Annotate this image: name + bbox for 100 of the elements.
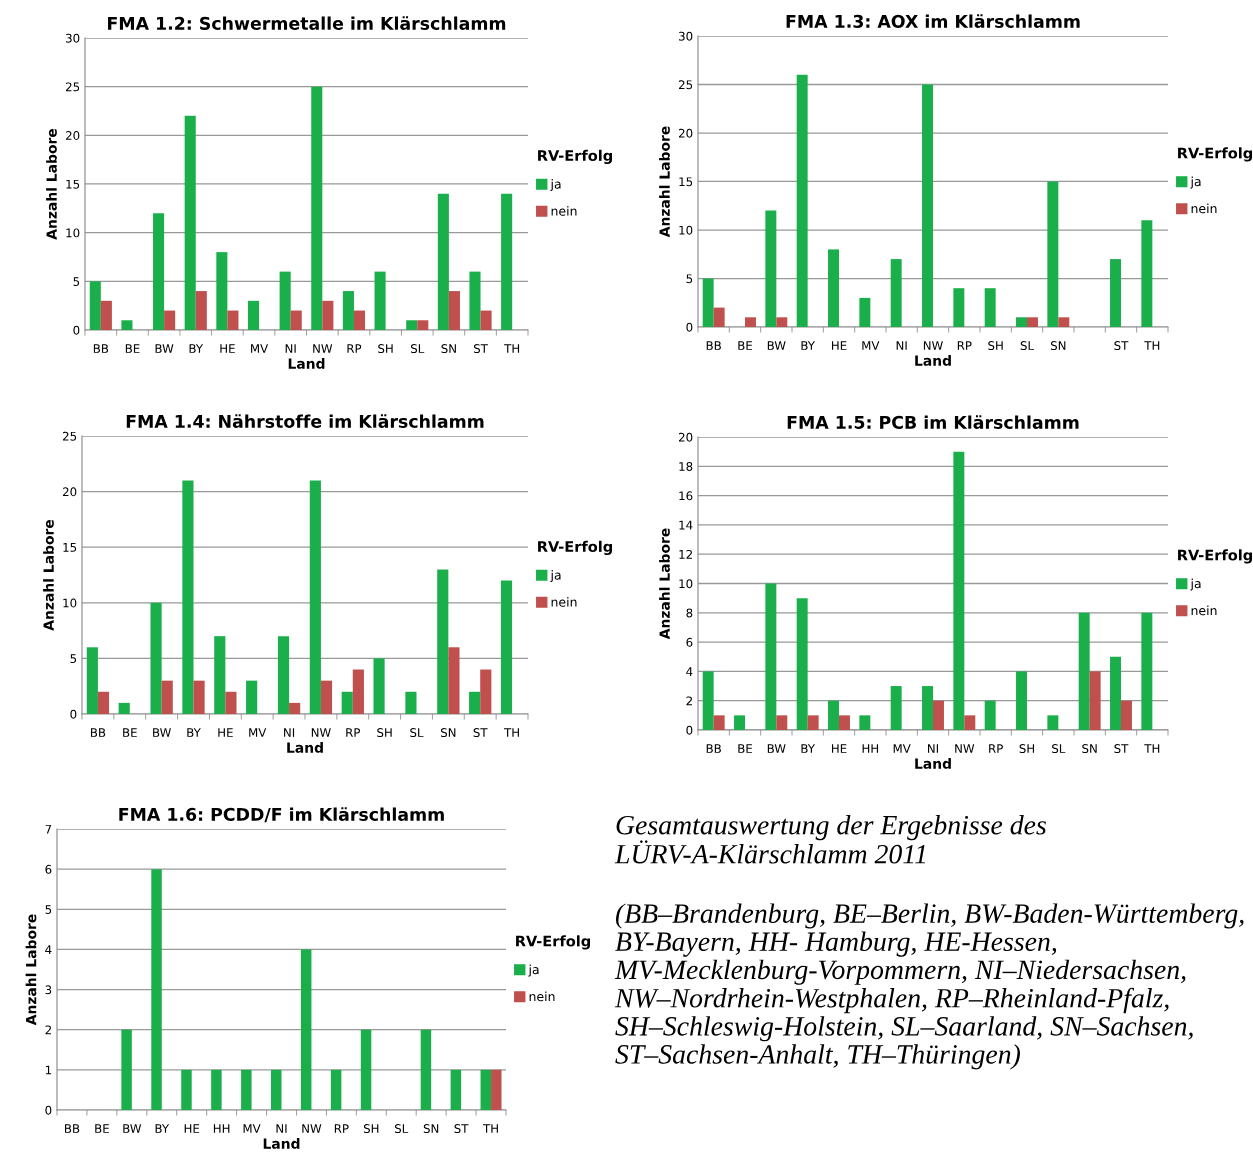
x-axis-title: Land [288, 358, 325, 369]
x-tick-label: NW [923, 341, 943, 350]
bar [100, 300, 112, 330]
bar [420, 1029, 432, 1110]
x-tick-label: NW [313, 344, 333, 353]
text: Gesamtauswertung der Ergebnisse des LÜRV-A-Klärschlamm 2011 [614, 815, 1046, 864]
x-tick-label: ST [1114, 744, 1129, 754]
bar [491, 1069, 502, 1110]
y-axis-title: Anzahl Labore [659, 528, 670, 640]
y-tick-label: 20 [678, 128, 693, 138]
x-tick-label: SN [1050, 341, 1066, 351]
y-axis-title: Anzahl Labore [46, 128, 57, 240]
y-tick-label: 6 [45, 864, 52, 874]
bar [227, 310, 239, 330]
x-tick-label: BY [801, 341, 816, 350]
bar [290, 310, 302, 330]
bar [241, 1069, 252, 1110]
x-tick-label: BW [767, 744, 786, 753]
x-tick-label: ST [454, 1124, 469, 1134]
x-tick-label: NW [955, 744, 975, 753]
x-tick-label: BW [155, 344, 174, 353]
legend-label: ja [528, 964, 539, 977]
bar [1141, 220, 1153, 327]
legend-title: RV-Erfolg [516, 935, 590, 950]
x-tick-label: SL [410, 728, 424, 738]
bar [121, 1029, 132, 1110]
y-tick-label: 25 [62, 431, 77, 441]
y-tick-label: 5 [45, 905, 52, 914]
x-tick-label: NI [928, 744, 938, 753]
bar [300, 949, 312, 1110]
bar [984, 288, 996, 327]
bar [1016, 317, 1027, 327]
bar [1047, 715, 1059, 730]
bar [745, 317, 756, 327]
x-tick-label: HE [218, 728, 233, 737]
y-tick-label: 2 [45, 1025, 51, 1035]
x-tick-label: ST [1114, 341, 1129, 351]
x-tick-label: SL [1020, 341, 1034, 351]
x-axis-title: Land [915, 355, 951, 366]
x-tick-label: MV [251, 344, 269, 353]
bar [469, 691, 481, 714]
bar [1110, 259, 1121, 327]
legend-title: RV-Erfolg [538, 149, 612, 165]
y-tick-label: 7 [45, 824, 52, 834]
bar [702, 278, 714, 327]
bar [1027, 317, 1038, 327]
x-tick-label: BW [767, 341, 786, 350]
y-tick-label: 5 [73, 277, 80, 286]
x-axis-title: Land [287, 742, 323, 753]
bar [828, 249, 839, 327]
x-tick-label: SL [410, 344, 425, 354]
bar [182, 480, 194, 714]
x-tick-label: NI [285, 344, 296, 353]
text: (BB–Brandenburg, BE–Berlin, BW-Baden-Württemberg, BY-Bayern, HH- Hamburg, HE-Hessen, MV-Mecklenburg-Vorpommern, NI–Niedersachsen, NW–Nordrhein-Westphalen, RP–Rheinland-Pfalz, SH–Schleswig-Holstein, SL–Saarland, SN–Sachsen, ST–Sachsen-Anhalt, TH–Thüringen) [614, 903, 1244, 1070]
x-tick-label: BE [738, 744, 753, 753]
x-tick-label: NI [284, 728, 295, 737]
x-tick-label: MV [249, 728, 267, 737]
bar [322, 300, 334, 330]
bar [713, 715, 725, 730]
y-tick-label: 0 [686, 725, 693, 735]
x-tick-label: BE [123, 728, 137, 737]
bar [374, 271, 386, 330]
x-tick-label: HE [831, 341, 847, 350]
bar [330, 1069, 342, 1110]
x-tick-label: RP [334, 1124, 349, 1133]
bar [922, 84, 933, 327]
bar [153, 213, 165, 330]
y-tick-label: 14 [679, 520, 693, 530]
x-tick-label: SH [363, 1124, 379, 1134]
legend-label: ja [1190, 578, 1201, 591]
bar [164, 310, 176, 330]
bar [1058, 317, 1070, 327]
y-tick-label: 18 [679, 462, 693, 471]
bar [353, 310, 366, 330]
bar [279, 271, 291, 330]
bar [448, 291, 460, 330]
x-tick-label: BB [93, 344, 109, 353]
legend-label: ja [550, 179, 561, 192]
bar [86, 647, 98, 714]
bar [320, 680, 333, 714]
x-tick-label: MV [893, 744, 911, 753]
bar [373, 658, 385, 714]
x-tick-label: SL [1052, 744, 1066, 754]
y-tick-label: 6 [686, 637, 693, 647]
bar [1016, 671, 1027, 730]
bar [776, 317, 788, 327]
x-tick-label: BB [706, 744, 721, 753]
x-tick-label: BE [95, 1124, 109, 1133]
x-tick-label: BB [65, 1124, 80, 1133]
y-tick-label: 3 [45, 985, 52, 995]
y-tick-label: 30 [66, 33, 80, 43]
bar [271, 1069, 282, 1110]
x-tick-label: RP [346, 728, 361, 737]
bar [984, 700, 996, 730]
legend-label: nein [529, 991, 555, 1002]
bar [796, 598, 808, 730]
x-axis-title: Land [915, 758, 951, 769]
bar [360, 1029, 372, 1110]
bar [181, 1069, 192, 1110]
bar [807, 715, 819, 730]
